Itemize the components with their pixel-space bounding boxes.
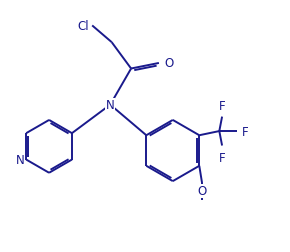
Text: F: F bbox=[219, 151, 225, 164]
Text: F: F bbox=[219, 99, 225, 112]
Text: N: N bbox=[16, 153, 25, 166]
Text: O: O bbox=[164, 57, 174, 70]
Text: N: N bbox=[106, 99, 115, 112]
Text: Cl: Cl bbox=[78, 20, 89, 33]
Text: O: O bbox=[197, 185, 207, 198]
Text: F: F bbox=[242, 125, 248, 138]
